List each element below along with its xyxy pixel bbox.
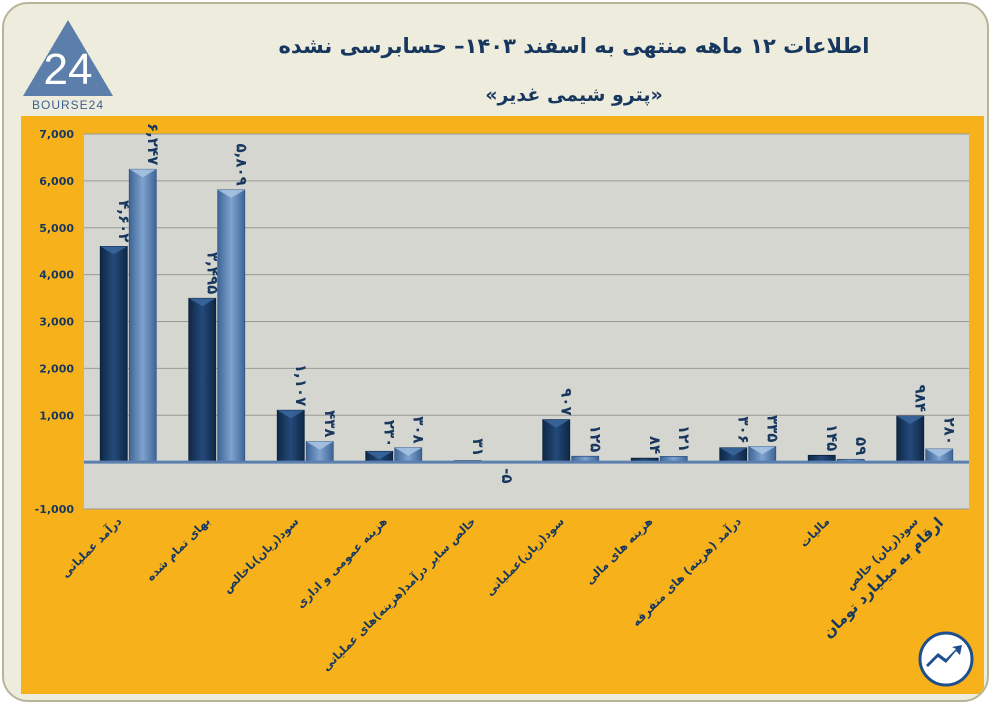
bar [217,189,246,463]
data-label: ۱۲۱ [675,425,693,452]
bar [99,246,128,463]
logo-text: BOURSE24 [32,98,104,112]
trend-logo-icon [918,631,974,687]
bar [188,297,217,463]
bar-cap [896,416,924,424]
category-label: خالص سایر درآمد(هزینه)های عملیاتی [319,514,479,674]
data-label: ۴,۶۰۲ [115,200,133,242]
data-label: ۴۳۸ [321,410,339,437]
data-label: ۹۸۴ [911,385,929,412]
data-label: ۵۹ [852,437,870,455]
category-label: بهای تمام شده [143,514,213,584]
bar-cap [719,447,747,456]
chart-subtitle: «پترو شیمی غدیر» [485,84,663,106]
y-tick-label: 6,000 [39,175,74,188]
category-label: سود(زیان)عملیاتی [483,514,568,599]
category-label: درآمد عملیاتی [58,514,124,580]
category-label: سود(زیان)ناخالص [220,514,302,596]
bar [276,409,305,463]
data-label: ۱۴۵ [823,424,841,451]
logo-number: 24 [44,45,93,94]
data-label: -۵ [498,468,516,483]
bar-cap [129,169,157,178]
y-tick-label: 2,000 [39,362,74,375]
y-tick-label: 7,000 [39,128,74,141]
y-tick-label: 5,000 [39,222,74,235]
bar-cap [925,449,953,457]
data-label: ۸۴ [646,436,664,454]
bar-cap [217,189,245,198]
data-label: ۲۳۰ [380,420,398,447]
y-tick-label: -1,000 [35,503,75,516]
data-label: ۳۰۶ [734,416,752,443]
chart-title: اطلاعات ۱۲ ماهه منتهی به اسفند ۱۴۰۳– حسا… [278,34,870,58]
data-label: ۳۳۵ [763,415,781,442]
data-label: ۶,۲۴۷ [144,123,162,165]
data-label: ۵,۸۰۹ [232,144,250,186]
bar-cap [306,441,334,450]
category-label: مالیات [797,514,833,550]
bar-cap [100,246,128,255]
y-tick-label: 4,000 [39,269,74,282]
data-label: ۱۲۵ [586,425,604,452]
bar-chart: -1,000 1,000 2,000 3,000 4,000 5,000 6,000 7,00… [35,123,969,674]
y-tick-label: 1,000 [39,409,74,422]
data-label: ۳۰۸ [409,416,427,443]
data-label: ۳۱ [469,438,487,456]
bar-cap [394,447,422,456]
data-label: ۲۸۰ [940,418,958,445]
bar [128,168,157,463]
bar-cap [542,419,570,428]
y-tick-label: 3,000 [39,316,74,329]
category-label: هزینه های مالی [582,514,655,587]
bar-cap [277,410,305,419]
bourse24-logo: 24 BOURSE24 [23,20,113,112]
data-label: ۹۰۷ [557,388,575,415]
data-label: ۱,۱۰۷ [292,364,310,406]
category-label: هزینه عمومی و اداری [293,514,390,611]
logo-triangle [23,20,113,96]
bar-cap [748,446,776,455]
bar-cap [365,451,393,460]
bar-cap [188,298,216,307]
data-label: ۳,۴۹۵ [203,252,221,294]
